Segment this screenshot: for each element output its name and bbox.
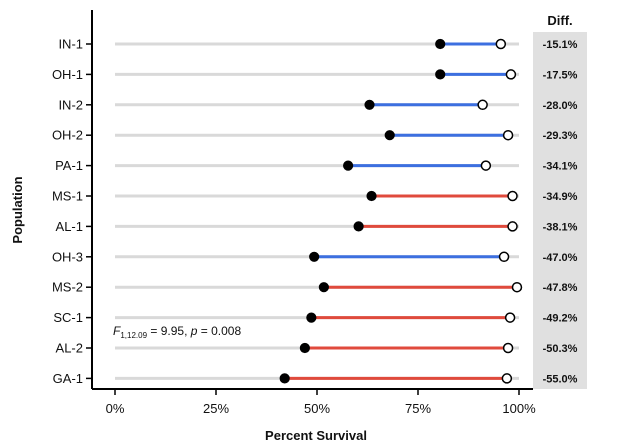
annotation-p-value: = 0.008 bbox=[197, 324, 241, 338]
y-tick-labels: IN-1 OH-1 IN-2 OH-2 PA-1 MS-1 AL-1 OH-3 MS-2 SC-1… bbox=[52, 37, 83, 386]
open-point bbox=[505, 69, 517, 80]
y-tick-label: MS-2 bbox=[52, 280, 83, 295]
y-ticks bbox=[86, 43, 92, 380]
x-tick-label: 25% bbox=[203, 401, 229, 416]
open-point bbox=[498, 251, 510, 263]
annotation-f-value: = 9.95, bbox=[147, 324, 191, 338]
open-point bbox=[511, 281, 523, 293]
x-ticks bbox=[114, 389, 520, 395]
open-point bbox=[501, 373, 513, 384]
filled-point bbox=[318, 282, 329, 293]
diff-value: -49.2% bbox=[543, 313, 578, 325]
filled-point bbox=[279, 373, 290, 384]
diff-value: -28.0% bbox=[543, 100, 578, 112]
y-tick-label: OH-2 bbox=[52, 128, 83, 143]
diff-value: -38.1% bbox=[543, 221, 578, 233]
filled-point bbox=[384, 130, 395, 141]
open-point bbox=[504, 312, 516, 323]
filled-point bbox=[299, 342, 310, 354]
annotation-subscript: 1,12.09 bbox=[120, 331, 147, 340]
filled-point bbox=[435, 38, 446, 50]
y-tick-label: IN-2 bbox=[58, 97, 83, 112]
x-tick-label: 50% bbox=[304, 401, 330, 416]
x-tick-labels: 0% 25% 50% 75% 100% bbox=[106, 401, 536, 416]
diff-value: -50.3% bbox=[543, 343, 578, 355]
diff-labels: -15.1% -17.5% -28.0% -29.3% -34.1% -34.9% -38.… bbox=[543, 39, 578, 385]
x-tick-label: 100% bbox=[502, 401, 536, 416]
y-tick-label: MS-1 bbox=[52, 189, 83, 204]
annotation-p-symbol: p bbox=[190, 324, 198, 338]
y-tick-label: PA-1 bbox=[55, 158, 83, 173]
x-axis-title: Percent Survival bbox=[265, 428, 367, 443]
open-point bbox=[495, 38, 507, 50]
y-axis-title: Population bbox=[10, 176, 25, 243]
filled-point bbox=[353, 221, 364, 232]
filled-point bbox=[309, 251, 320, 262]
filled-point bbox=[366, 190, 377, 202]
y-tick-label: IN-1 bbox=[58, 37, 83, 52]
diff-value: -29.3% bbox=[543, 130, 578, 142]
diff-value: -47.8% bbox=[543, 282, 578, 294]
diff-header: Diff. bbox=[547, 13, 572, 28]
open-point bbox=[502, 129, 514, 141]
y-tick-label: GA-1 bbox=[53, 371, 83, 386]
diff-value: -47.0% bbox=[543, 252, 578, 264]
open-point bbox=[507, 221, 518, 232]
segments bbox=[284, 42, 517, 380]
x-tick-label: 0% bbox=[106, 401, 125, 416]
diff-value: -34.9% bbox=[543, 191, 578, 203]
filled-point bbox=[364, 99, 375, 110]
y-tick-label: AL-2 bbox=[56, 341, 83, 356]
x-tick-label: 75% bbox=[405, 401, 431, 416]
y-tick-label: OH-1 bbox=[52, 67, 83, 82]
diff-value: -15.1% bbox=[543, 39, 578, 51]
y-tick-label: AL-1 bbox=[56, 219, 83, 234]
y-tick-label: OH-3 bbox=[52, 249, 83, 264]
filled-point bbox=[343, 160, 354, 171]
open-point bbox=[480, 160, 492, 171]
y-tick-label: SC-1 bbox=[53, 310, 83, 325]
diff-value: -55.0% bbox=[543, 373, 578, 385]
open-point bbox=[477, 99, 488, 111]
stats-annotation: F1,12.09 = 9.95, p = 0.008 bbox=[113, 324, 241, 340]
diff-value: -17.5% bbox=[543, 69, 578, 81]
filled-point bbox=[435, 69, 446, 80]
diff-panel bbox=[533, 32, 587, 389]
filled-point bbox=[306, 312, 317, 323]
diff-value: -34.1% bbox=[543, 161, 578, 173]
annotation-f-symbol: F bbox=[113, 324, 121, 338]
open-point bbox=[502, 342, 514, 354]
points bbox=[279, 38, 523, 384]
open-point bbox=[507, 190, 518, 202]
